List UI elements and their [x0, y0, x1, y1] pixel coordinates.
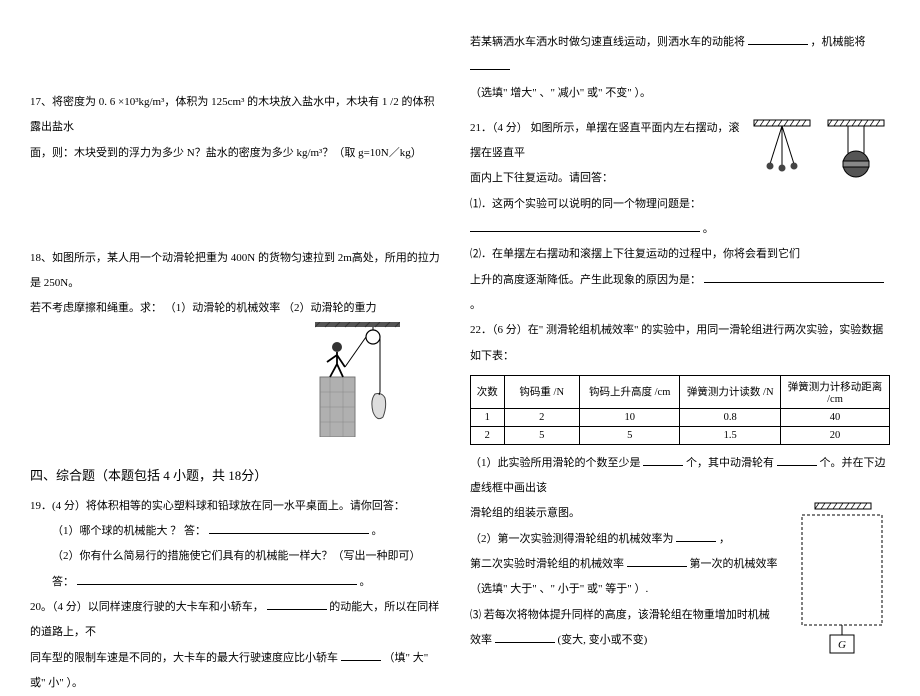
intro3: （选填" 增大" 、" 减小" 或" 不变" ）。: [470, 81, 890, 106]
q19: 19．(4 分）将体积相等的实心塑料球和铅球放在同一水平桌面上。请你回答：: [30, 494, 440, 519]
q20-c: 同车型的限制车速是不同的，大卡车的最大行驶速度应比小轿车: [30, 652, 338, 664]
q20-a: 20。（4 分）以同样速度行驶的大卡车和小轿车，: [30, 601, 264, 613]
q19-1-blank[interactable]: [209, 522, 369, 534]
q17-line2: 面，则：木块受到的浮力为多少 N？盐水的密度为多少 kg/m³？（取 g=10N…: [30, 141, 440, 166]
q22-1b: 个，其中动滑轮有: [686, 457, 774, 469]
table-cell: 5: [579, 426, 680, 444]
q21c-end: 。: [703, 223, 714, 235]
table-header: 钩码重 /N: [504, 375, 579, 408]
q21c: ⑴．这两个实验可以说明的同一个物理问题是：: [470, 192, 890, 217]
table-row: 12100.840: [471, 408, 890, 426]
q18-line2: 若不考虑摩擦和绳重。求： （1）动滑轮的机械效率 （2）动滑轮的重力: [30, 296, 440, 321]
experiment-table: 次数钩码重 /N钩码上升高度 /cm弹簧测力计读数 /N弹簧测力计移动距离 /c…: [470, 375, 890, 445]
intro-blank2[interactable]: [470, 58, 510, 70]
q19-2-end: 。: [360, 576, 371, 588]
table-cell: 2: [504, 408, 579, 426]
table-cell: 40: [781, 408, 890, 426]
q22-3a: 第二次实验时滑轮组的机械效率: [470, 558, 624, 570]
table-cell: 1.5: [680, 426, 781, 444]
table-cell: 2: [471, 426, 505, 444]
table-header: 弹簧测力计移动距离 /cm: [781, 375, 890, 408]
q17-line1: 17、将密度为 0. 6 ×10³kg/m³，体积为 125cm³ 的木块放入盐…: [30, 90, 440, 141]
q22-4c: (变大, 变小或不变): [558, 634, 648, 646]
table-cell: 20: [781, 426, 890, 444]
q22: 22．（6 分）在" 测滑轮组机械效率" 的实验中，用同一滑轮组进行两次实验，实…: [470, 318, 890, 369]
q19-1-end: 。: [372, 525, 383, 537]
q22-2-end: ，: [719, 533, 730, 545]
pendulum-figure: [750, 116, 890, 189]
q19-2-answer-label: 答：: [52, 576, 74, 588]
q19-2-blank[interactable]: [77, 573, 357, 585]
q22-1a: （1）此实验所用滑轮的个数至少是: [470, 457, 641, 469]
q20-blank2[interactable]: [341, 649, 381, 661]
q19-2: （2）你有什么简易行的措施使它们具有的机械能一样大？（写出一种即可）: [30, 544, 440, 569]
q22-1-blank1[interactable]: [643, 454, 683, 466]
table-header: 弹簧测力计读数 /N: [680, 375, 781, 408]
table-header: 钩码上升高度 /cm: [579, 375, 680, 408]
q21e: 上升的高度逐渐降低。产生此现象的原因为是：: [470, 274, 701, 286]
q22-2a: （2）第一次实验测得滑轮组的机械效率为: [470, 533, 674, 545]
intro-blank1[interactable]: [748, 33, 808, 45]
table-cell: 5: [504, 426, 579, 444]
q21e-end: 。: [470, 299, 481, 311]
q22-3-blank[interactable]: [627, 555, 687, 567]
q20-blank1[interactable]: [267, 598, 327, 610]
table-cell: 0.8: [680, 408, 781, 426]
q18-line1: 18、如图所示，某人用一个动滑轮把重为 400N 的货物匀速拉到 2m高处，所用…: [30, 246, 440, 297]
q22-2-blank[interactable]: [676, 530, 716, 542]
pulley-diagram-box: G: [790, 501, 890, 664]
intro1: 若某辆洒水车洒水时做匀速直线运动，则洒水车的动能将: [470, 36, 745, 48]
q22-3b: 第一次的机械效率: [690, 558, 778, 570]
table-header: 次数: [471, 375, 505, 408]
svg-text:G: G: [838, 639, 846, 651]
table-row: 2551.520: [471, 426, 890, 444]
q21c-blank[interactable]: [470, 220, 700, 232]
table-cell: 1: [471, 408, 505, 426]
q19-1-label: （1）哪个球的机械能大 ？ 答：: [52, 525, 206, 537]
q21e-blank[interactable]: [704, 271, 884, 283]
q22-1-blank2[interactable]: [777, 454, 817, 466]
pulley-person-figure: [315, 322, 400, 440]
section-4-title: 四、综合题（本题包括 4 小题，共 18分）: [30, 465, 440, 484]
q21d: ⑵．在单摆左右摆动和滚摆上下往复运动的过程中，你将会看到它们: [470, 242, 890, 267]
table-cell: 10: [579, 408, 680, 426]
q22-4-blank[interactable]: [495, 631, 555, 643]
q22-4b: 效率: [470, 634, 492, 646]
intro2: ，机械能将: [811, 36, 866, 48]
